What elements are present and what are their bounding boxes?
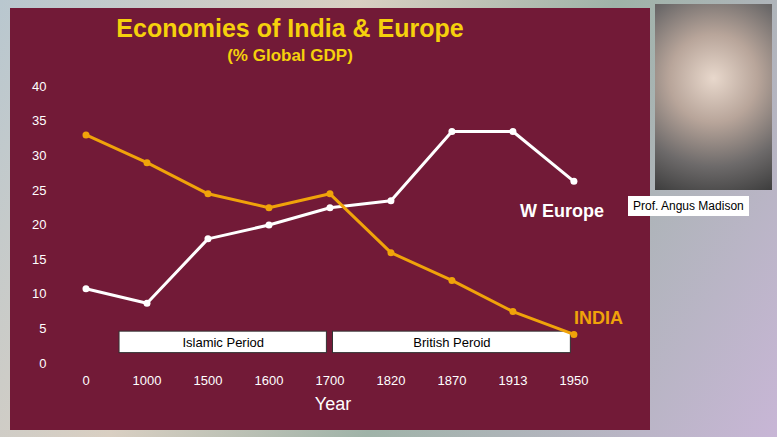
svg-text:1500: 1500 [194,373,223,388]
svg-text:1913: 1913 [498,373,527,388]
svg-text:15: 15 [32,252,46,267]
svg-text:1600: 1600 [255,373,284,388]
svg-text:0: 0 [82,373,89,388]
svg-text:35: 35 [32,113,46,128]
svg-text:5: 5 [39,321,46,336]
svg-text:40: 40 [32,79,46,94]
html-text:(% Global GDP): (% Global GDP) [227,46,353,65]
html-text:Prof. Angus Madison: Prof. Angus Madison [633,199,744,213]
svg-text:Islamic Period: Islamic Period [182,335,264,350]
svg-text:1000: 1000 [133,373,162,388]
svg-text:0: 0 [39,356,46,371]
svg-text:British Peroid: British Peroid [413,335,490,350]
svg-text:25: 25 [32,183,46,198]
svg-text:1950: 1950 [559,373,588,388]
html-text:Economies of India & Europe: Economies of India & Europe [116,14,464,42]
svg-text:W Europe: W Europe [520,201,604,221]
svg-text:1870: 1870 [437,373,466,388]
svg-text:1820: 1820 [376,373,405,388]
svg-text:30: 30 [32,148,46,163]
svg-text:1700: 1700 [315,373,344,388]
svg-text:20: 20 [32,217,46,232]
svg-text:10: 10 [32,286,46,301]
svg-text:INDIA: INDIA [574,308,623,328]
svg-text:Year: Year [315,394,351,414]
